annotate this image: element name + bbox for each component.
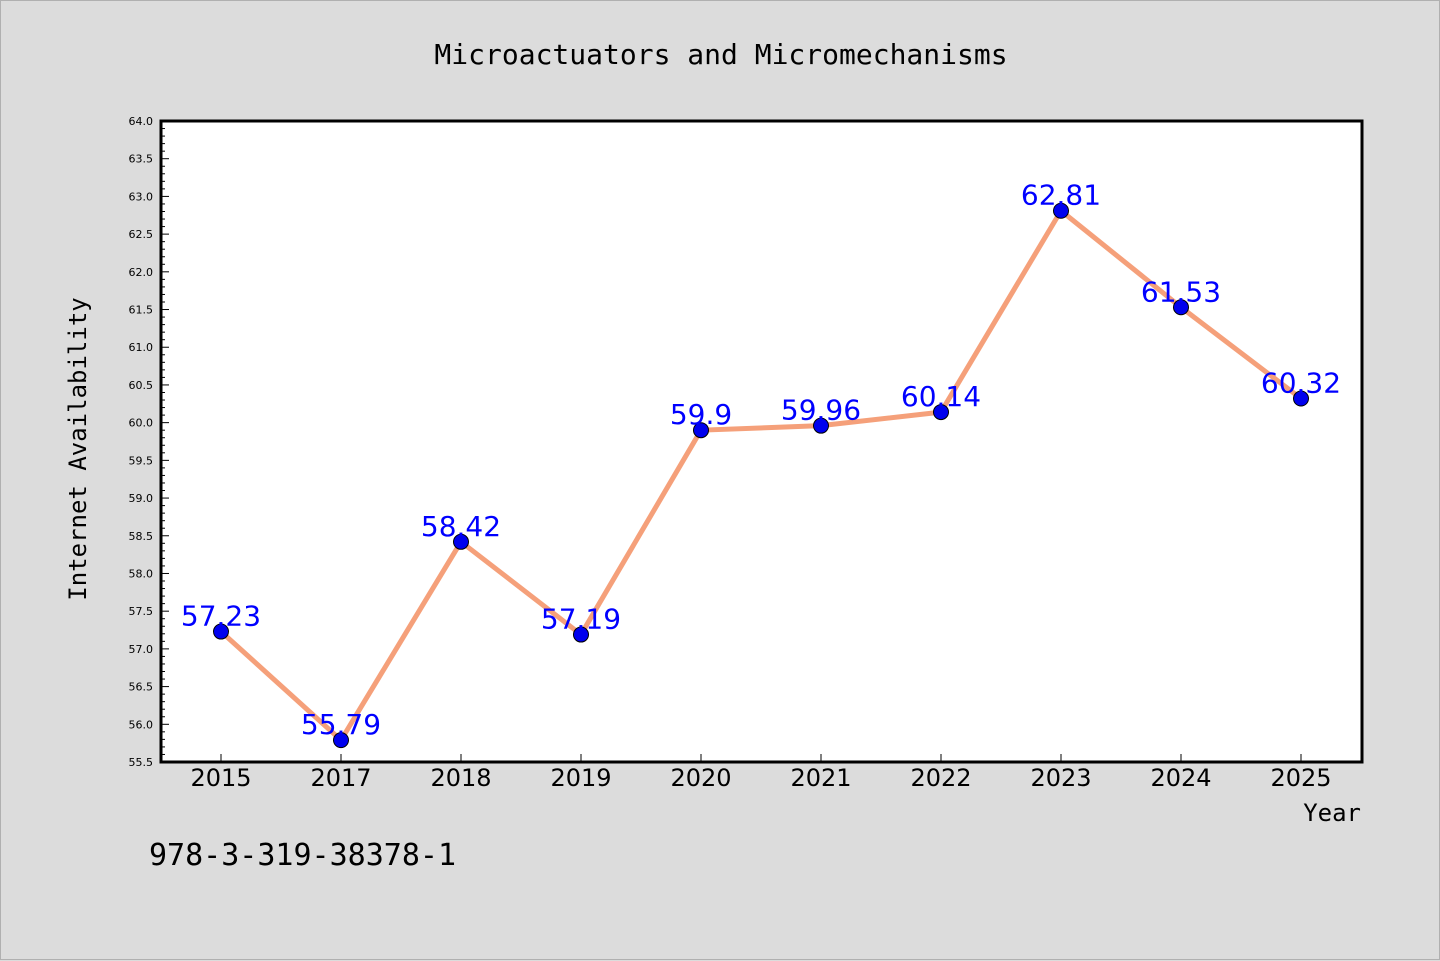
x-axis-label: Year: [1303, 799, 1361, 827]
data-point: [333, 732, 349, 749]
x-tick-label: 2017: [310, 764, 371, 792]
y-tick-label: 55.5: [129, 756, 154, 769]
y-axis-label: Internet Availability: [64, 297, 92, 600]
y-tick-label: 58.5: [129, 530, 154, 543]
y-tick-label: 59.5: [129, 454, 154, 467]
data-point: [1173, 299, 1189, 316]
y-tick-label: 63.5: [129, 153, 154, 166]
y-axis: 55.5 56.0 56.5 57.0 57.5 58.0 58.5 59.0 59.5 60.0…: [129, 115, 169, 769]
data-label: 55.79: [301, 708, 381, 741]
y-tick-label: 58.0: [129, 567, 154, 580]
series-group: 57.23 55.79 58.42 57.19 59.9 59.96 60.14 62.81 6…: [181, 179, 1341, 749]
data-point: [1293, 390, 1309, 407]
x-tick-label: 2021: [790, 764, 851, 792]
data-point: [933, 404, 949, 421]
data-point: [813, 417, 829, 434]
y-tick-label: 59.0: [129, 492, 154, 505]
data-label: 60.32: [1261, 367, 1341, 400]
x-tick-label: 2019: [550, 764, 611, 792]
isbn-annotation: 978-3-319-38378-1: [149, 838, 456, 873]
chart-title: Microactuators and Micromechanisms: [434, 38, 1007, 71]
data-label: 57.19: [541, 603, 621, 636]
data-point: [453, 533, 469, 550]
data-point: [213, 623, 229, 640]
x-tick-label: 2025: [1270, 764, 1331, 792]
y-tick-label: 56.5: [129, 681, 154, 694]
y-tick-label: 62.0: [129, 266, 154, 279]
x-tick-label: 2023: [1030, 764, 1091, 792]
data-label: 60.14: [901, 380, 981, 413]
y-tick-label: 61.5: [129, 304, 154, 317]
data-label: 61.53: [1141, 275, 1221, 308]
data-label: 62.81: [1021, 179, 1101, 212]
y-tick-label: 63.0: [129, 190, 154, 203]
y-tick-label: 61.0: [129, 341, 154, 354]
y-tick-label: 62.5: [129, 228, 154, 241]
data-point: [573, 626, 589, 643]
y-tick-label: 60.5: [129, 379, 154, 392]
x-tick-label: 2022: [910, 764, 971, 792]
y-tick-label: 64.0: [129, 115, 154, 128]
data-point: [1053, 202, 1069, 219]
data-label: 59.9: [670, 398, 732, 431]
x-tick-label: 2024: [1150, 764, 1211, 792]
data-point: [693, 422, 709, 439]
data-label: 59.96: [781, 394, 861, 427]
x-tick-label: 2018: [430, 764, 491, 792]
x-axis: 2015 2017 2018 2019 2020 2021 2022 2023 2024 2025: [190, 754, 1332, 792]
data-label: 57.23: [181, 600, 261, 633]
y-tick-label: 56.0: [129, 718, 154, 731]
y-tick-label: 60.0: [129, 417, 154, 430]
plot-area: [159, 119, 1364, 764]
series-line: [218, 208, 1304, 743]
x-tick-label: 2015: [190, 764, 251, 792]
data-label: 58.42: [421, 510, 501, 543]
x-tick-label: 2020: [670, 764, 731, 792]
y-tick-label: 57.5: [129, 605, 154, 618]
y-tick-label: 57.0: [129, 643, 154, 656]
